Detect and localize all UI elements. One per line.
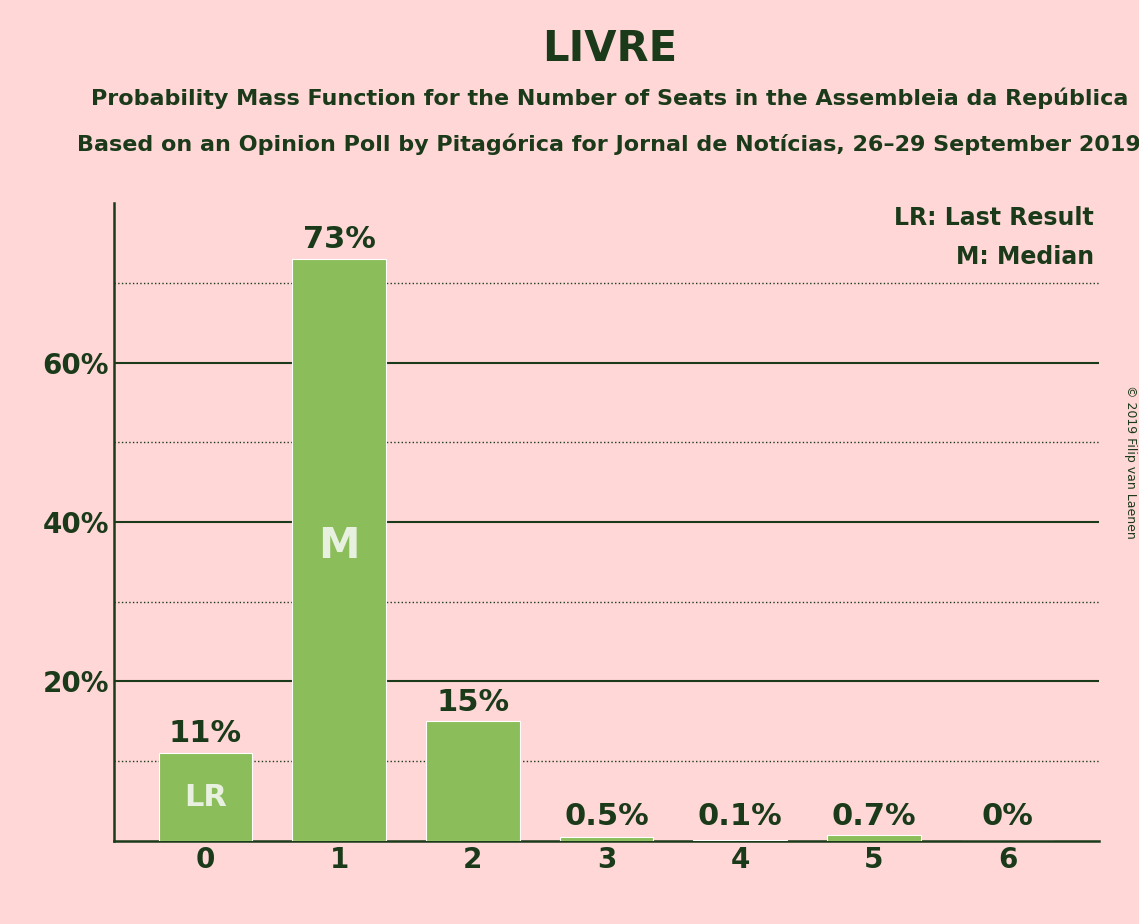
Text: 0.7%: 0.7% bbox=[831, 802, 916, 832]
Text: M: Median: M: Median bbox=[956, 245, 1095, 269]
Text: LIVRE: LIVRE bbox=[542, 28, 677, 69]
Text: M: M bbox=[319, 525, 360, 567]
Text: 0.5%: 0.5% bbox=[564, 802, 649, 832]
Bar bbox=[827, 835, 920, 841]
Bar bbox=[426, 722, 519, 841]
Text: Based on an Opinion Poll by Pitagórica for Jornal de Notícias, 26–29 September 2: Based on an Opinion Poll by Pitagórica f… bbox=[77, 134, 1139, 155]
Text: 0%: 0% bbox=[982, 802, 1033, 832]
Text: 0.1%: 0.1% bbox=[698, 802, 782, 832]
Text: © 2019 Filip van Laenen: © 2019 Filip van Laenen bbox=[1124, 385, 1137, 539]
Bar bbox=[158, 753, 252, 841]
Bar bbox=[559, 837, 654, 841]
Text: 73%: 73% bbox=[303, 225, 376, 254]
Text: LR: Last Result: LR: Last Result bbox=[894, 206, 1095, 230]
Text: Probability Mass Function for the Number of Seats in the Assembleia da República: Probability Mass Function for the Number… bbox=[91, 88, 1128, 109]
Text: LR: LR bbox=[185, 783, 227, 811]
Bar bbox=[293, 259, 386, 841]
Text: 15%: 15% bbox=[436, 687, 509, 716]
Text: 11%: 11% bbox=[169, 720, 241, 748]
